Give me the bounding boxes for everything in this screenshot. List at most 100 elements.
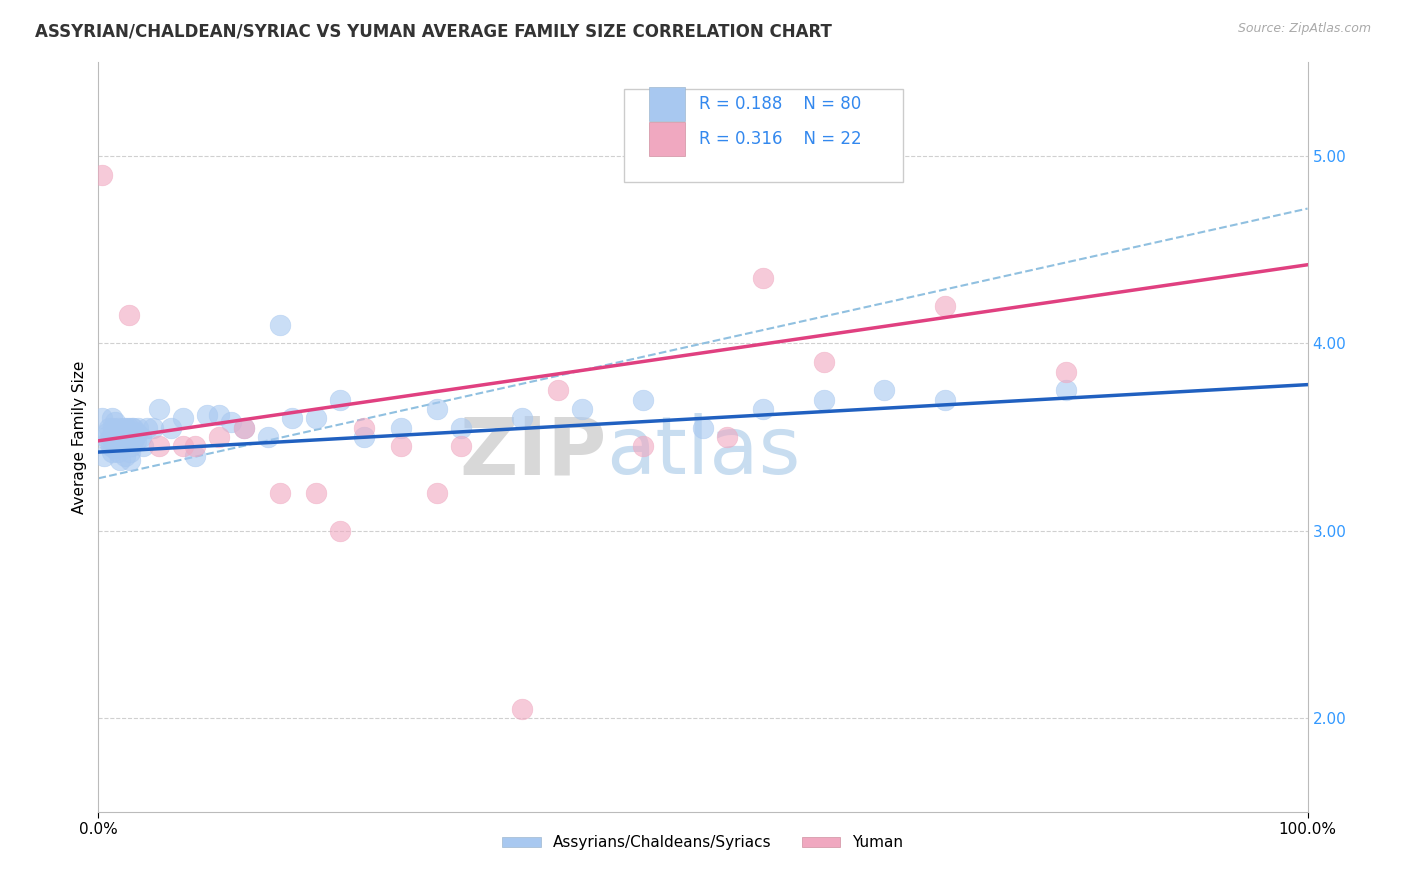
Point [120, 430, 142, 444]
Point [118, 308, 141, 322]
Point [269, 318, 291, 332]
Point [329, 392, 352, 407]
Point [115, 421, 138, 435]
Point [426, 401, 449, 416]
Text: Source: ZipAtlas.com: Source: ZipAtlas.com [1237, 22, 1371, 36]
Y-axis label: Average Family Size: Average Family Size [72, 360, 87, 514]
Point [96, 426, 118, 441]
Point [100, 411, 122, 425]
Point [105, 425, 128, 439]
Point [114, 449, 136, 463]
Point [108, 430, 131, 444]
Point [104, 415, 127, 429]
Point [1054, 364, 1077, 378]
Point [110, 430, 132, 444]
Point [91, 411, 114, 425]
Text: ASSYRIAN/CHALDEAN/SYRIAC VS YUMAN AVERAGE FAMILY SIZE CORRELATION CHART: ASSYRIAN/CHALDEAN/SYRIAC VS YUMAN AVERAG… [35, 22, 832, 40]
Point [91, 168, 114, 182]
Point [124, 430, 146, 444]
Point [813, 355, 835, 369]
Point [122, 434, 145, 448]
Point [389, 439, 412, 453]
Legend: Assyrians/Chaldeans/Syriacs, Yuman: Assyrians/Chaldeans/Syriacs, Yuman [496, 830, 910, 856]
Point [118, 452, 141, 467]
Point [108, 426, 131, 441]
Point [873, 384, 896, 398]
Point [104, 437, 127, 451]
Point [934, 299, 956, 313]
Point [305, 486, 328, 500]
Point [232, 421, 254, 435]
Point [1054, 384, 1077, 398]
Point [389, 421, 412, 435]
Point [148, 401, 170, 416]
Point [305, 411, 328, 425]
Point [110, 439, 132, 453]
Point [160, 421, 183, 435]
Point [121, 426, 143, 441]
Point [752, 401, 775, 416]
Text: R = 0.188    N = 80: R = 0.188 N = 80 [699, 95, 862, 113]
Point [118, 426, 141, 441]
Point [172, 439, 194, 453]
Point [269, 486, 291, 500]
Point [353, 430, 375, 444]
Point [813, 392, 835, 407]
Point [232, 421, 254, 435]
Point [547, 384, 569, 398]
Point [148, 439, 170, 453]
Point [716, 430, 738, 444]
Point [142, 421, 165, 435]
Point [208, 408, 231, 422]
Point [118, 421, 141, 435]
Point [135, 421, 157, 435]
Point [121, 421, 143, 435]
Point [172, 411, 194, 425]
Point [120, 439, 142, 453]
Point [100, 430, 122, 444]
Point [114, 434, 136, 448]
Point [111, 425, 134, 439]
FancyBboxPatch shape [648, 122, 685, 156]
Point [426, 486, 449, 500]
Point [571, 401, 593, 416]
Point [184, 439, 207, 453]
FancyBboxPatch shape [648, 87, 685, 121]
Point [100, 439, 122, 453]
Point [118, 445, 141, 459]
Point [510, 411, 533, 425]
Point [221, 415, 243, 429]
Point [122, 421, 145, 435]
Point [184, 449, 207, 463]
Point [100, 445, 122, 459]
Point [256, 430, 278, 444]
Point [112, 421, 135, 435]
Point [108, 452, 131, 467]
Point [97, 434, 120, 448]
Point [101, 421, 124, 435]
Point [132, 439, 155, 453]
Point [127, 426, 149, 441]
FancyBboxPatch shape [624, 88, 903, 182]
Point [631, 392, 654, 407]
Point [125, 434, 148, 448]
Point [107, 445, 129, 459]
Point [117, 430, 139, 444]
Point [129, 430, 152, 444]
Point [101, 434, 124, 448]
Point [98, 421, 121, 435]
Point [117, 434, 139, 448]
Point [127, 421, 149, 435]
Point [353, 421, 375, 435]
Point [195, 408, 218, 422]
Point [752, 271, 775, 285]
Point [103, 442, 125, 456]
Point [450, 421, 472, 435]
Point [94, 430, 117, 444]
Point [329, 524, 352, 538]
Point [281, 411, 304, 425]
Text: atlas: atlas [606, 413, 800, 491]
Point [105, 430, 128, 444]
Point [208, 430, 231, 444]
Point [692, 421, 714, 435]
